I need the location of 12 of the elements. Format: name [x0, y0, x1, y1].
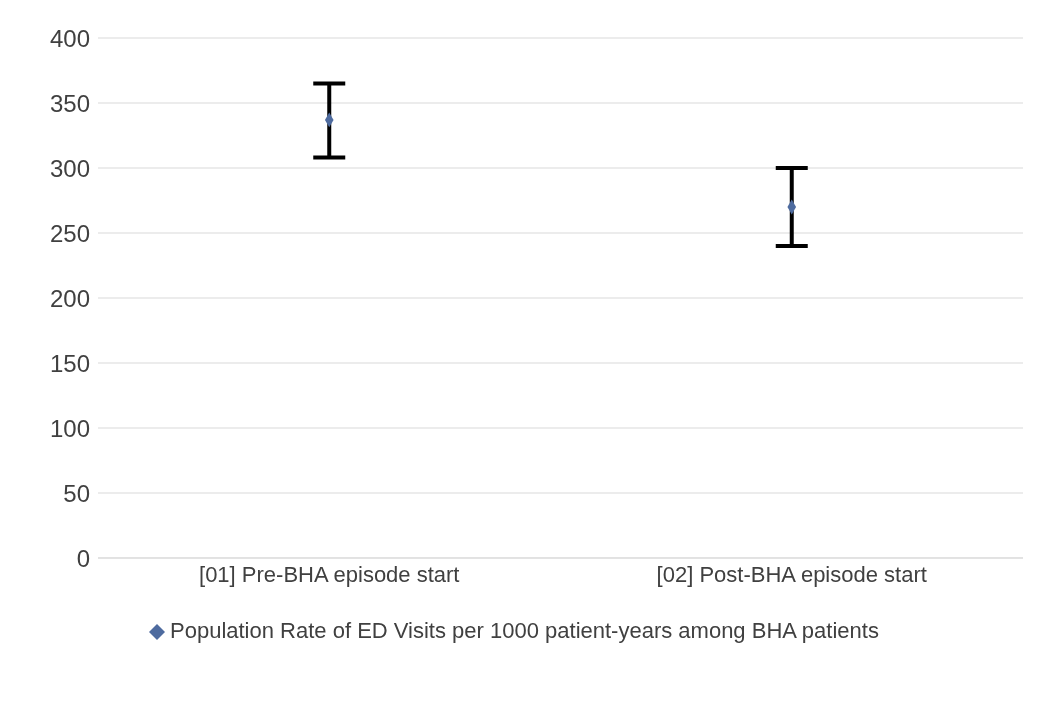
legend-label: Population Rate of ED Visits per 1000 patient-years among BHA patients	[170, 618, 879, 644]
y-tick-label: 100	[49, 414, 90, 442]
y-tick-label: 200	[49, 284, 90, 312]
x-tick-label: [01] Pre-BHA episode start	[199, 561, 460, 587]
y-tick-label: 250	[49, 219, 90, 247]
y-tick-label: 300	[49, 154, 90, 182]
y-tick-label: 400	[49, 24, 90, 52]
y-tick-label: 150	[49, 349, 90, 377]
x-tick-label: [02] Post-BHA episode start	[656, 561, 927, 587]
y-tick-label: 350	[49, 89, 90, 117]
y-tick-label: 50	[63, 479, 90, 507]
y-tick-label: 0	[76, 544, 90, 572]
